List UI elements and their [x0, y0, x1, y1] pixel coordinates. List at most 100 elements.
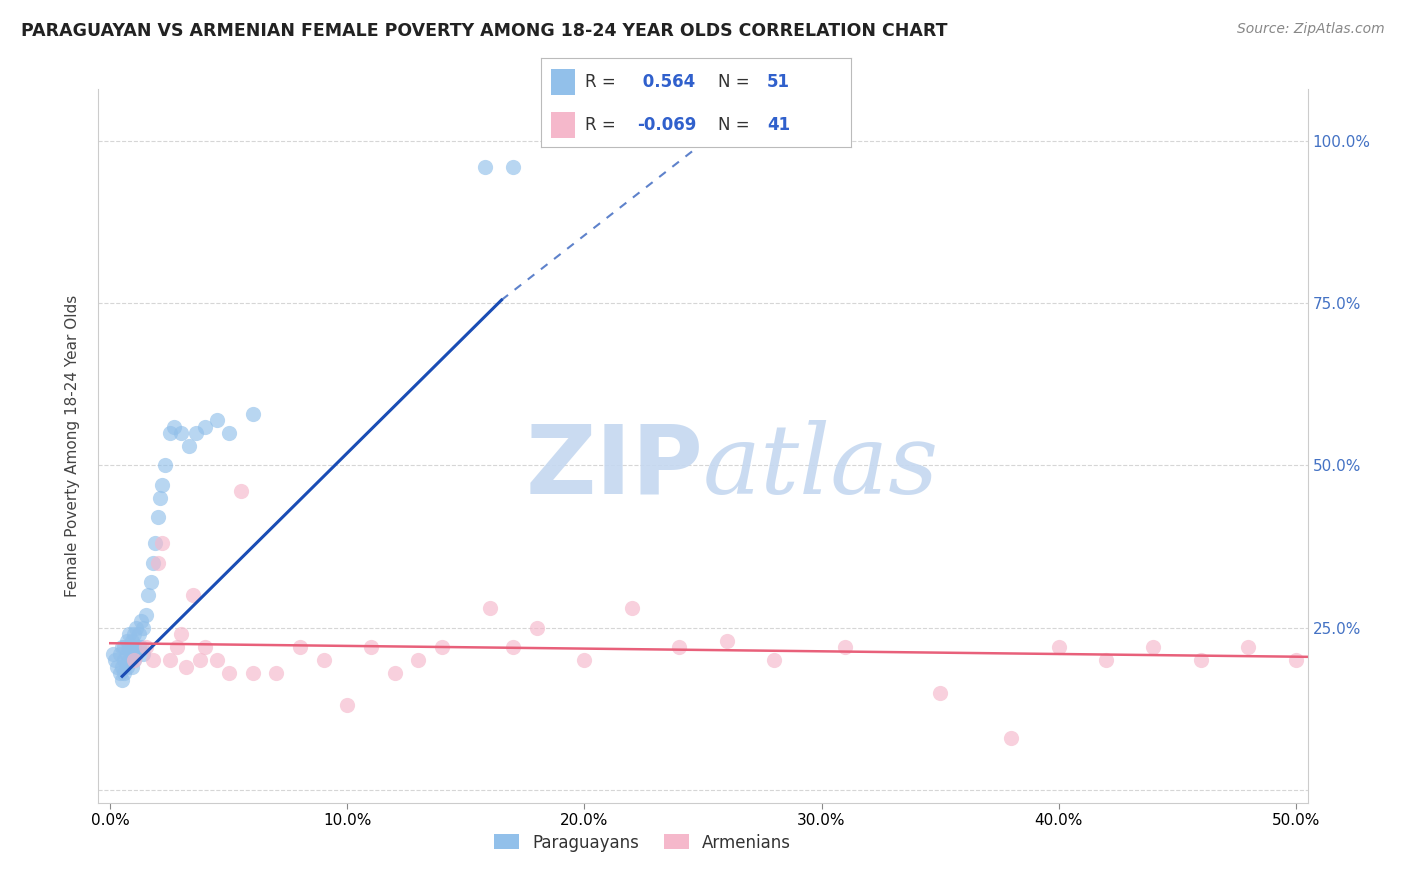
Point	[136, 588, 159, 602]
Point	[115, 647, 138, 661]
Point	[142, 653, 165, 667]
Text: Source: ZipAtlas.com: Source: ZipAtlas.com	[1237, 22, 1385, 37]
Point	[159, 425, 181, 440]
Point	[115, 633, 138, 648]
Point	[122, 627, 145, 641]
Point	[763, 653, 786, 667]
Point	[360, 640, 382, 654]
Point	[129, 640, 152, 654]
Point	[146, 556, 169, 570]
Text: 51: 51	[768, 73, 790, 91]
Point	[142, 556, 165, 570]
Bar	[551, 69, 575, 95]
Point	[146, 510, 169, 524]
Point	[111, 673, 134, 687]
Point	[114, 640, 136, 654]
Point	[1000, 731, 1022, 745]
Point	[135, 607, 157, 622]
Point	[108, 647, 131, 661]
Point	[288, 640, 311, 654]
Point	[122, 653, 145, 667]
Point	[152, 478, 174, 492]
Text: N =: N =	[717, 116, 755, 134]
Point	[194, 419, 217, 434]
Point	[128, 627, 150, 641]
Point	[128, 640, 150, 654]
Point	[104, 653, 127, 667]
Point	[118, 653, 141, 667]
Point	[153, 458, 176, 473]
Point	[111, 659, 134, 673]
Point	[834, 640, 856, 654]
Point	[242, 407, 264, 421]
Point	[129, 614, 152, 628]
Point	[432, 640, 454, 654]
Point	[242, 666, 264, 681]
Point	[115, 659, 138, 673]
Point	[163, 419, 186, 434]
Point	[184, 425, 207, 440]
Point	[114, 666, 136, 681]
Bar	[551, 112, 575, 138]
Text: -0.069: -0.069	[637, 116, 696, 134]
Point	[229, 484, 252, 499]
Point	[1237, 640, 1260, 654]
Point	[502, 640, 524, 654]
Point	[149, 491, 172, 505]
Point	[1095, 653, 1118, 667]
Point	[194, 640, 217, 654]
Text: ZIP: ZIP	[524, 421, 703, 514]
Y-axis label: Female Poverty Among 18-24 Year Olds: Female Poverty Among 18-24 Year Olds	[65, 295, 80, 597]
Text: R =: R =	[585, 116, 620, 134]
Point	[121, 633, 143, 648]
Point	[118, 627, 141, 641]
Point	[574, 653, 596, 667]
Point	[205, 413, 228, 427]
Point	[312, 653, 335, 667]
Point	[264, 666, 287, 681]
Point	[135, 640, 157, 654]
Point	[108, 666, 131, 681]
Point	[336, 698, 359, 713]
Legend: Paraguayans, Armenians: Paraguayans, Armenians	[494, 833, 792, 852]
Point	[205, 653, 228, 667]
Point	[218, 666, 240, 681]
Point	[384, 666, 406, 681]
Point	[132, 621, 155, 635]
Point	[114, 653, 136, 667]
Point	[929, 685, 952, 699]
Point	[125, 621, 148, 635]
Point	[111, 640, 134, 654]
Point	[121, 659, 143, 673]
Point	[118, 640, 141, 654]
Point	[1047, 640, 1070, 654]
Point	[121, 647, 143, 661]
Point	[132, 647, 155, 661]
Point	[1142, 640, 1164, 654]
Point	[166, 640, 188, 654]
Point	[716, 633, 738, 648]
Point	[526, 621, 548, 635]
Point	[125, 647, 148, 661]
Point	[408, 653, 430, 667]
Point	[122, 653, 145, 667]
Text: R =: R =	[585, 73, 620, 91]
Point	[101, 647, 124, 661]
Point	[139, 575, 162, 590]
Point	[177, 439, 200, 453]
Text: PARAGUAYAN VS ARMENIAN FEMALE POVERTY AMONG 18-24 YEAR OLDS CORRELATION CHART: PARAGUAYAN VS ARMENIAN FEMALE POVERTY AM…	[21, 22, 948, 40]
Point	[218, 425, 240, 440]
Point	[668, 640, 690, 654]
Point	[181, 588, 204, 602]
Point	[1189, 653, 1212, 667]
Point	[174, 659, 197, 673]
Point	[170, 425, 193, 440]
Point	[143, 536, 166, 550]
Point	[620, 601, 643, 615]
Point	[1285, 653, 1308, 667]
Point	[474, 160, 496, 174]
Point	[170, 627, 193, 641]
Text: N =: N =	[717, 73, 755, 91]
Point	[152, 536, 174, 550]
Point	[502, 160, 524, 174]
